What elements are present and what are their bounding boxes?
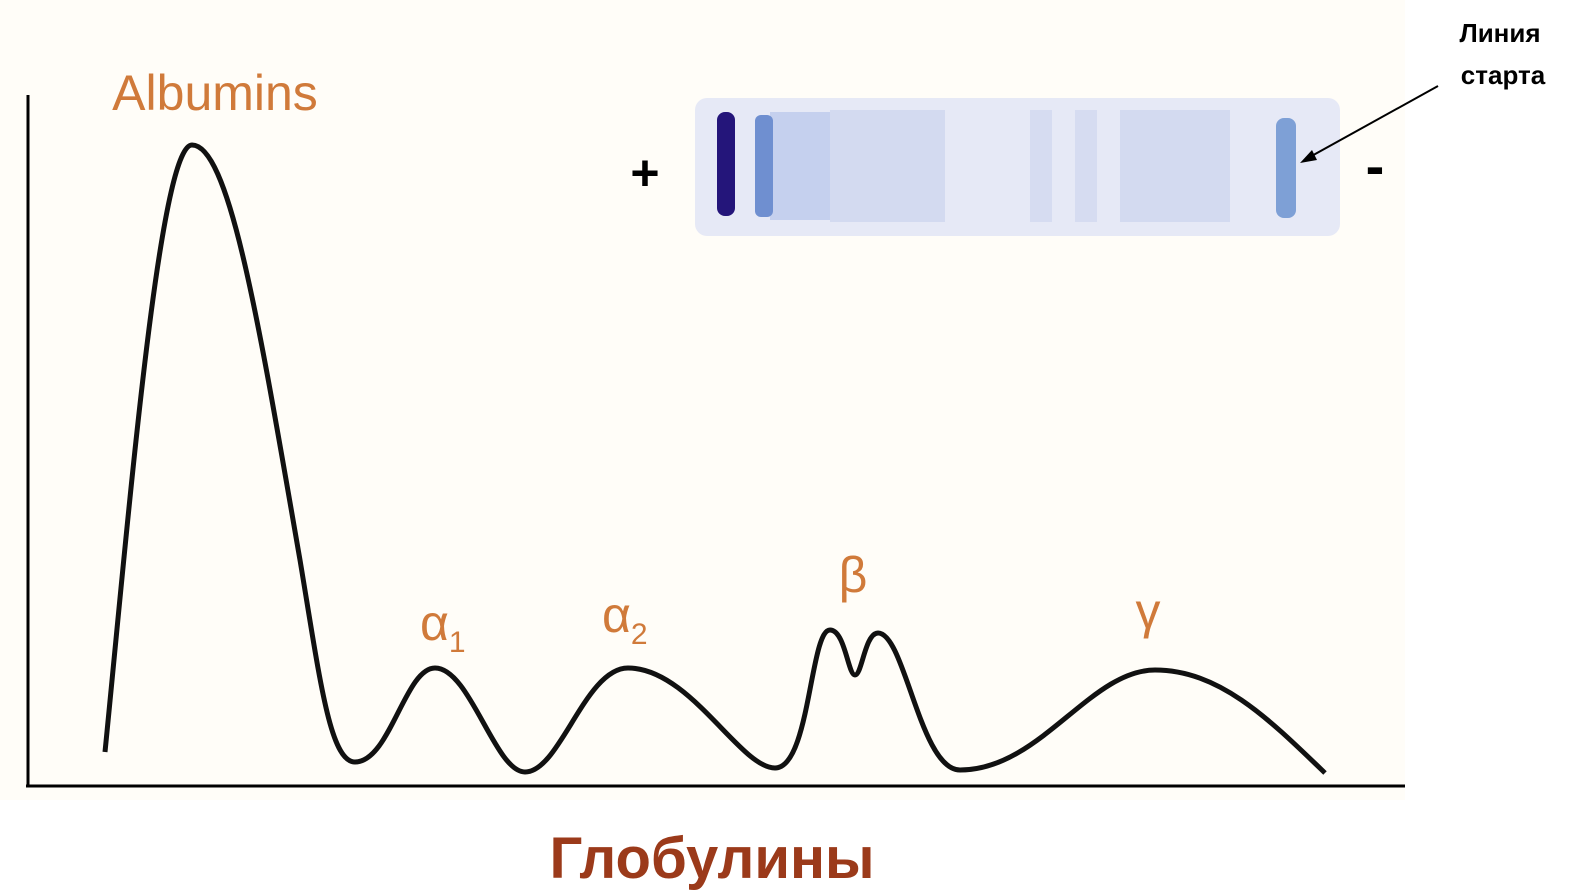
peak-symbol: α [420, 595, 449, 651]
start-line-label: Линия [1459, 18, 1540, 48]
gel-band [770, 112, 830, 220]
gel-band [1276, 118, 1296, 218]
gel-band [755, 115, 773, 217]
gel-band [717, 112, 735, 216]
gel-strip [695, 98, 1340, 236]
plus-electrode: + [630, 145, 659, 201]
gel-band [830, 110, 945, 222]
electrophoresis-diagram: + - Линия старта Albumins α1 α2 β γ Глоб… [0, 0, 1575, 895]
peak-label: γ [1136, 583, 1161, 639]
peak-label: β [839, 547, 868, 603]
peak-subscript: 1 [449, 626, 466, 659]
peak-symbol: α [602, 587, 631, 643]
minus-electrode: - [1366, 134, 1385, 197]
peak-subscript: 2 [631, 618, 648, 651]
gel-band [1030, 110, 1052, 222]
start-line-label: старта [1461, 60, 1546, 90]
peak-label: Albumins [112, 65, 318, 121]
gel-band [1120, 110, 1230, 222]
gel-band [1075, 110, 1097, 222]
caption: Глобулины [549, 826, 874, 891]
